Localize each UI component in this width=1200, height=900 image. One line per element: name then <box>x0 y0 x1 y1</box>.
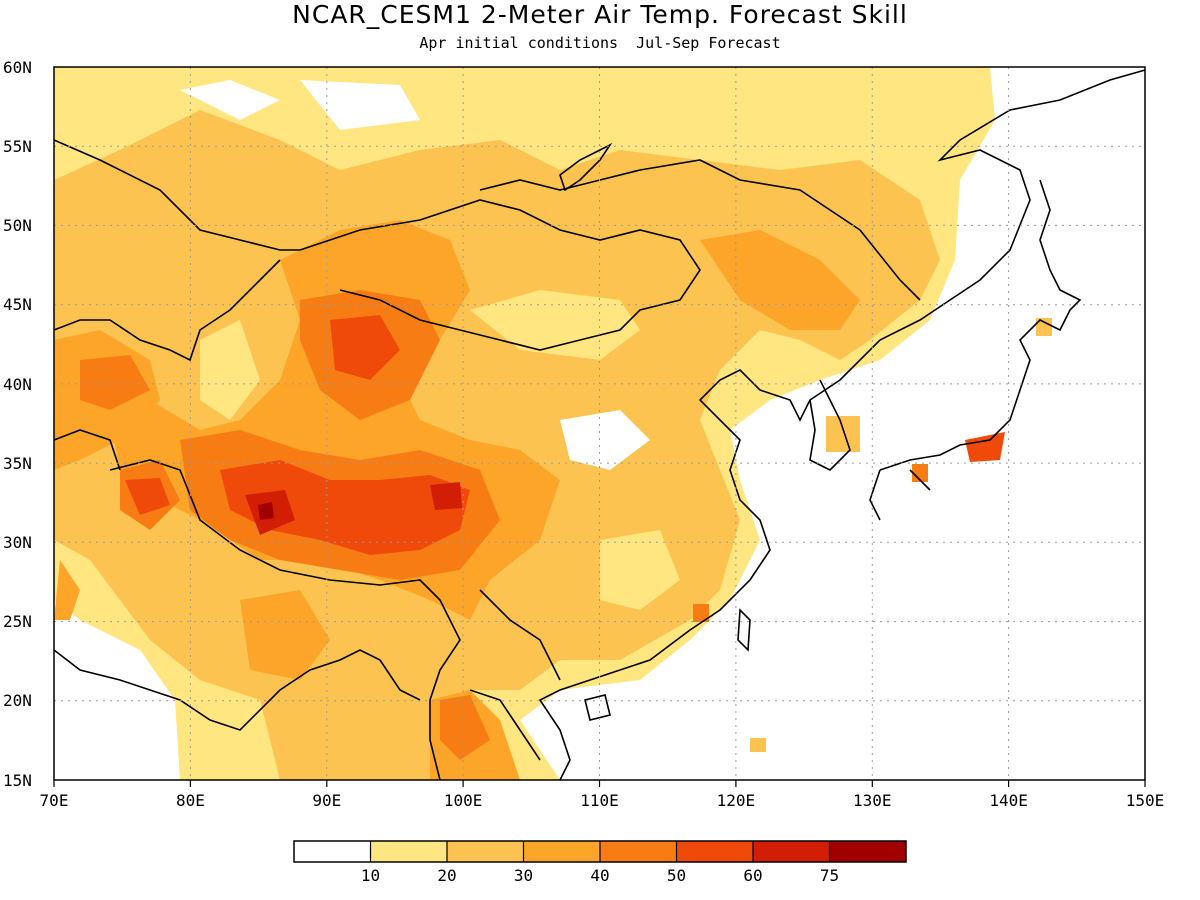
lat-tick-label: 30N <box>3 533 32 552</box>
colorbar-swatch <box>447 841 524 862</box>
lat-tick-label: 15N <box>3 771 32 790</box>
coastline-japan <box>869 179 1082 521</box>
colorbar-label: 20 <box>437 866 456 885</box>
shade-level50-2 <box>220 460 470 555</box>
lat-tick-label: 60N <box>3 58 32 77</box>
colorbar-swatch <box>829 841 906 862</box>
shade-hole-4 <box>600 530 680 610</box>
lon-tick-label: 150E <box>1126 791 1165 810</box>
lat-tick-label: 35N <box>3 454 32 473</box>
shade-level50-4 <box>965 432 1005 462</box>
lon-tick-label: 80E <box>176 791 205 810</box>
colorbar-swatch <box>370 841 447 862</box>
shade-hole-3 <box>200 320 260 420</box>
shade-block-4 <box>826 416 860 452</box>
lat-tick-label: 45N <box>3 295 32 314</box>
border-sea-countries <box>469 589 561 761</box>
colorbar-swatch <box>523 841 600 862</box>
shade-level40-5 <box>440 695 490 760</box>
coastline-india <box>54 649 421 731</box>
coastline-hainan <box>584 694 611 721</box>
colorbar-label: 75 <box>820 866 839 885</box>
shade-darkorange-3 <box>240 590 330 680</box>
shade-hole-2 <box>560 410 650 470</box>
colorbar-label: 40 <box>590 866 609 885</box>
colorbar-dividers <box>369 841 831 862</box>
lat-tick-label: 20N <box>3 691 32 710</box>
colorbar-labels: 10 20 30 40 50 60 75 <box>361 866 839 885</box>
shade-darkorange-5 <box>700 230 860 330</box>
coastline-taiwan <box>737 608 751 652</box>
colorbar-swatch <box>600 841 677 862</box>
tick-marks <box>53 780 1146 787</box>
lat-tick-label: 25N <box>3 612 32 631</box>
shade-level40-3 <box>80 355 150 410</box>
colorbar-swatch <box>294 841 371 862</box>
lat-tick-label: 50N <box>3 216 32 235</box>
colorbar-swatch <box>676 841 753 862</box>
lon-tick-label: 140E <box>989 791 1028 810</box>
lat-tick-label: 40N <box>3 375 32 394</box>
map-title: NCAR_CESM1 2-Meter Air Temp. Forecast Sk… <box>292 0 908 29</box>
coastline-east-asia <box>538 69 1145 780</box>
lake-baikal <box>559 142 613 192</box>
lon-tick-labels: 70E 80E 90E 100E 110E 120E 130E 140E 150… <box>40 791 1165 810</box>
colorbar-label: 50 <box>667 866 686 885</box>
colorbar-label: 10 <box>361 866 380 885</box>
colorbar: 10 20 30 40 50 60 75 <box>293 840 907 885</box>
coastline-korea <box>809 379 851 471</box>
shade-block-5 <box>693 604 709 622</box>
shade-level50-3 <box>125 478 170 515</box>
map-subtitle: Apr initial conditions Jul-Sep Forecast <box>419 34 781 52</box>
shade-block-1 <box>1036 318 1052 336</box>
lon-tick-label: 100E <box>444 791 483 810</box>
colorbar-label: 30 <box>514 866 533 885</box>
border-central-asia <box>54 259 281 471</box>
shade-level50-1 <box>330 315 400 380</box>
border-russia <box>54 139 921 301</box>
colorbar-swatch <box>753 841 830 862</box>
shade-level75-1 <box>258 502 274 520</box>
lat-tick-labels: 60N 55N 50N 45N 40N 35N 30N 25N 20N 15N <box>3 58 32 790</box>
shade-hole-6 <box>300 80 420 130</box>
lon-tick-label: 110E <box>580 791 619 810</box>
colorbar-label: 60 <box>743 866 762 885</box>
lon-tick-label: 130E <box>853 791 892 810</box>
border-himalaya <box>109 459 461 780</box>
lon-tick-label: 70E <box>40 791 69 810</box>
border-china-mongolia <box>299 199 701 351</box>
shade-block-2 <box>912 464 928 482</box>
shade-hole-5 <box>180 80 280 120</box>
shade-level60-2 <box>430 482 462 510</box>
lat-tick-label: 55N <box>3 137 32 156</box>
coastlines-and-borders <box>54 69 1145 780</box>
shade-block-3 <box>750 738 766 752</box>
lon-tick-label: 90E <box>312 791 341 810</box>
lon-tick-label: 120E <box>717 791 756 810</box>
shade-darkorange-6 <box>54 560 80 620</box>
